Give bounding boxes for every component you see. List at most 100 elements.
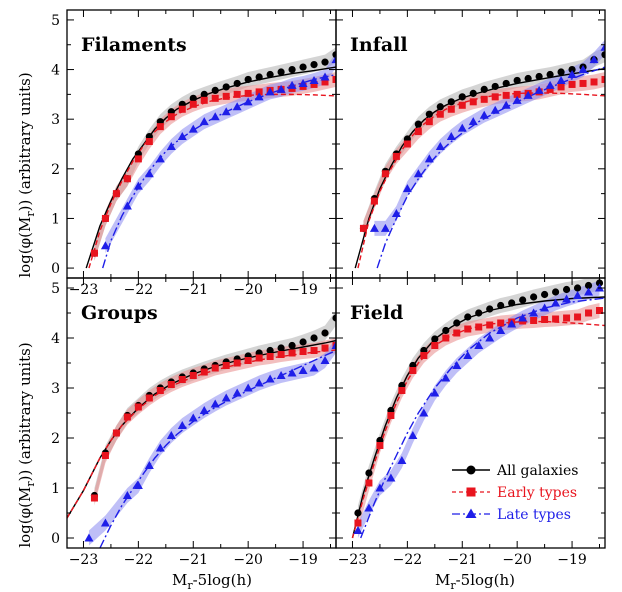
panel-filaments-all-galaxiesfit-curve [85, 66, 336, 269]
panel-field-early-typespoint [398, 387, 406, 394]
panel-filaments-late-typespoint [144, 169, 154, 178]
panel-field-late-typespoint [430, 388, 440, 397]
panel-filaments-title: Filaments [81, 34, 187, 56]
panel-infall-all-galaxiespoint [502, 79, 510, 88]
panel-filaments: −23 −22 −21 −20 −19 0 1 2 3 4 5 Filaments [51, 9, 337, 298]
panel-filaments-all-galaxiespoint [211, 86, 219, 94]
panel-infall-all-galaxiespoint [535, 72, 543, 81]
panel-filaments-early-typesfit-curve [88, 93, 336, 269]
legend-item-all: All galaxies [452, 463, 579, 479]
panel-field-early-typespoint [354, 519, 362, 527]
panel-infall-early-typespoint [480, 95, 488, 103]
panel-filaments-early-typespoint [321, 78, 329, 86]
panel-groups-y-tick-label: 3 [51, 381, 60, 397]
panel-filaments-late-typespoint [166, 141, 176, 150]
panel-field-all-galaxiespoint [431, 335, 439, 343]
panel-groups-early-typespoint [101, 452, 109, 459]
panel-infall-early-typespoint [601, 75, 605, 83]
panel-groups-early-typespoint [299, 348, 307, 355]
panel-groups-x-tick-label: −23 [69, 552, 99, 568]
panel-filaments-late-typespoint [199, 117, 209, 126]
panel-groups-all-galaxiespoint [310, 334, 318, 342]
panel-infall-all-galaxiespoint [414, 120, 422, 128]
panel-infall-late-typespoint [435, 141, 445, 150]
panel-groups-late-typespoint [287, 368, 297, 377]
panel-field-all-galaxiespoint [595, 279, 604, 287]
panel-field-early-typespoint [442, 334, 450, 342]
panel-infall-early-typespoint [425, 118, 433, 126]
panel-filaments-early-typespoint [189, 100, 197, 108]
panel-groups-early-typespoint [156, 387, 164, 394]
panel-infall-early-typespoint [436, 110, 444, 118]
panel-filaments-x-tick-label: −21 [178, 282, 208, 298]
panel-filaments-early-typespoint [156, 123, 164, 131]
panel-field-early-typespoint [376, 442, 384, 449]
panel-groups-late-typespoint [232, 388, 242, 397]
panel-field-all-galaxiespoint [541, 290, 549, 299]
panel-field-early-typesband [357, 303, 600, 531]
panel-infall-late-typespoint [479, 110, 489, 119]
panel-filaments-x-tick-label: −22 [124, 282, 154, 298]
panel-groups-early-typespoint [145, 394, 153, 402]
panel-infall-title: Infall [350, 34, 408, 56]
panel-field-late-typespoint [364, 503, 374, 512]
panel-groups-late-typespoint [199, 406, 209, 414]
panel-infall-late-typespoint [589, 55, 599, 64]
panel-groups-early-typespoint [266, 353, 274, 360]
y-axis-title-lower: log(φ(Mr)) (arbitrary units) [16, 342, 37, 547]
legend-label-all: All galaxies [496, 463, 579, 479]
panel-groups-late-typespoint [177, 421, 187, 429]
panel-infall-early-typespoint [403, 140, 411, 148]
panel-infall-early-typesband [363, 72, 605, 236]
panel-infall-late-typespoint [534, 85, 544, 94]
panel-groups-late-typespoint [210, 399, 220, 408]
panel-infall-early-typespoint [513, 90, 521, 98]
panel-groups-early-typespoint [189, 372, 197, 379]
panel-infall-early-typespoint [502, 91, 510, 99]
panel-filaments-late-typespoint [210, 112, 220, 121]
panel-filaments-all-galaxiespoint [288, 65, 296, 74]
panel-infall-all-galaxiespoint [425, 110, 433, 118]
panel-infall-late-typespoint [446, 132, 456, 141]
panel-groups-x-tick-label: −19 [288, 552, 318, 568]
panel-infall-all-galaxiespoint [447, 98, 455, 106]
panel-filaments-early-typespoint [332, 75, 336, 83]
panel-groups-late-typespoint [166, 431, 176, 439]
panel-groups-y-tick-label: 4 [51, 331, 60, 347]
panel-filaments-late-typespoint [243, 97, 253, 106]
panel-field-early-typespoint [497, 319, 505, 327]
panel-infall-late-typespoint [501, 100, 511, 109]
panel-field-x-tick-label: −23 [338, 552, 368, 568]
panel-infall-all-galaxiespoint [601, 51, 605, 59]
panel-filaments-late-typespoint [177, 132, 187, 141]
panel-infall-early-typespoint [381, 170, 389, 178]
panel-field-early-typespoint [541, 316, 549, 323]
panel-groups-late-typespoint [265, 374, 275, 383]
panel-infall-late-typespoint [512, 95, 522, 104]
panel-infall-all-galaxiespoint [513, 76, 521, 85]
panel-filaments-early-typespoint [134, 155, 142, 163]
panel-field-late-typespoint [518, 313, 528, 322]
panel-infall-late-typespoint [567, 70, 577, 79]
panel-groups-early-typespoint [277, 351, 285, 358]
panel-field-late-typespoint [540, 303, 550, 312]
panel-field-x-tick-label: −19 [557, 552, 587, 568]
panel-groups-early-typespoint [90, 494, 98, 502]
panel-filaments-late-typespoint [254, 92, 264, 101]
panel-filaments-late-typespoint [287, 80, 297, 89]
panel-filaments-early-typespoint [123, 175, 131, 183]
panel-field-early-typespoint [409, 367, 417, 374]
panel-infall-early-typespoint [414, 128, 422, 136]
panel-filaments-early-typespoint [222, 92, 230, 100]
panel-field-x-tick-label: −21 [447, 552, 477, 568]
panel-field-x-tick-label: −22 [393, 552, 423, 568]
panel-infall-plot-area [354, 39, 605, 269]
panel-groups-early-typespoint [244, 357, 252, 364]
panel-filaments-early-typespoint [178, 105, 186, 113]
panel-groups-early-typespoint [167, 381, 175, 388]
panel-field-late-typespoint [562, 294, 572, 303]
panel-infall-early-typespoint [568, 80, 576, 88]
panel-filaments-all-galaxiespoint [277, 68, 285, 76]
panel-groups-early-typespoint [200, 368, 208, 376]
panel-infall-late-typespoint [468, 117, 478, 126]
